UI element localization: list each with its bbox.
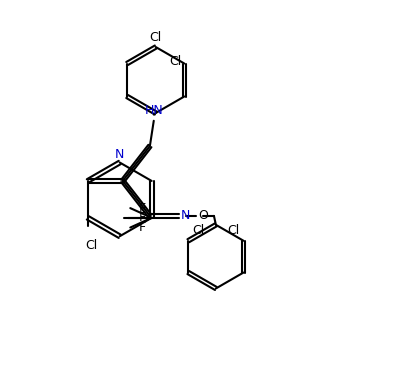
Text: F: F	[139, 211, 146, 224]
Text: F: F	[139, 221, 146, 234]
Text: Cl: Cl	[192, 224, 204, 237]
Text: Cl: Cl	[150, 31, 162, 44]
Text: HN: HN	[144, 104, 163, 117]
Text: Cl: Cl	[227, 224, 240, 237]
Text: N: N	[115, 147, 125, 161]
Text: Cl: Cl	[169, 55, 181, 68]
Text: F: F	[139, 202, 146, 215]
Text: Cl: Cl	[86, 239, 98, 252]
Text: N: N	[181, 210, 190, 222]
Text: O: O	[199, 210, 208, 222]
